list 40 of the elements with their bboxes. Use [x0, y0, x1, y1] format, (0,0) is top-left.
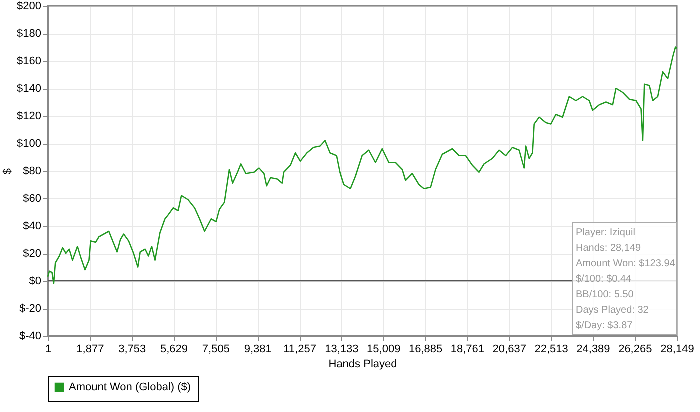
y-tick-label: $180: [17, 28, 42, 40]
x-tick-label: 24,389: [576, 344, 610, 356]
x-tick-label: 22,513: [534, 344, 568, 356]
x-tick-label: 16,885: [408, 344, 443, 356]
y-tick-label: $120: [17, 110, 42, 122]
x-tick-label: 26,265: [618, 344, 652, 356]
y-tick-label: $0: [29, 276, 42, 288]
y-tick-label: $40: [23, 220, 42, 232]
x-tick-label: 7,505: [202, 344, 230, 356]
y-axis-title: $: [2, 168, 14, 175]
annotation: Days Played: 32: [576, 305, 650, 316]
y-tick-label: $100: [17, 138, 42, 150]
x-tick-label: 11,257: [284, 344, 316, 356]
annotation: Hands: 28,149: [576, 243, 642, 254]
y-tick-label: $80: [23, 166, 42, 178]
y-tick-label: $160: [17, 56, 42, 68]
x-tick-label: 3,753: [118, 344, 146, 356]
annotation: $/100: $0.44: [576, 274, 632, 285]
x-tick-label: 9,381: [244, 344, 272, 356]
legend-label: Amount Won (Global) ($): [69, 382, 192, 394]
y-tick-label: $200: [17, 0, 42, 12]
annotation: $/Day: $3.87: [576, 320, 634, 332]
x-tick-label: 5,629: [160, 344, 188, 356]
line-series: [47, 46, 678, 284]
annotation: BB/100: 5.50: [576, 290, 634, 300]
y-tick-label: $140: [17, 83, 42, 95]
y-tick-label: $20: [23, 248, 42, 260]
y-tick-label: $-20: [19, 303, 42, 315]
x-tick-label: 15,009: [367, 344, 401, 356]
annotation: Amount Won: $123.94: [576, 258, 676, 270]
x-axis-title: Hands Played: [328, 358, 398, 370]
y-tick-label: $-40: [19, 330, 42, 342]
x-tick-label: 28,149: [660, 344, 694, 356]
y-tick-label: $60: [23, 193, 42, 205]
x-tick-label: 1: [45, 344, 52, 356]
annotation: Player: Iziquil: [576, 228, 636, 238]
x-tick-label: 20,637: [492, 344, 526, 356]
x-tick-label: 18,761: [450, 344, 485, 356]
x-tick-label: 1,877: [76, 344, 104, 356]
x-tick-label: 13,133: [325, 344, 359, 356]
